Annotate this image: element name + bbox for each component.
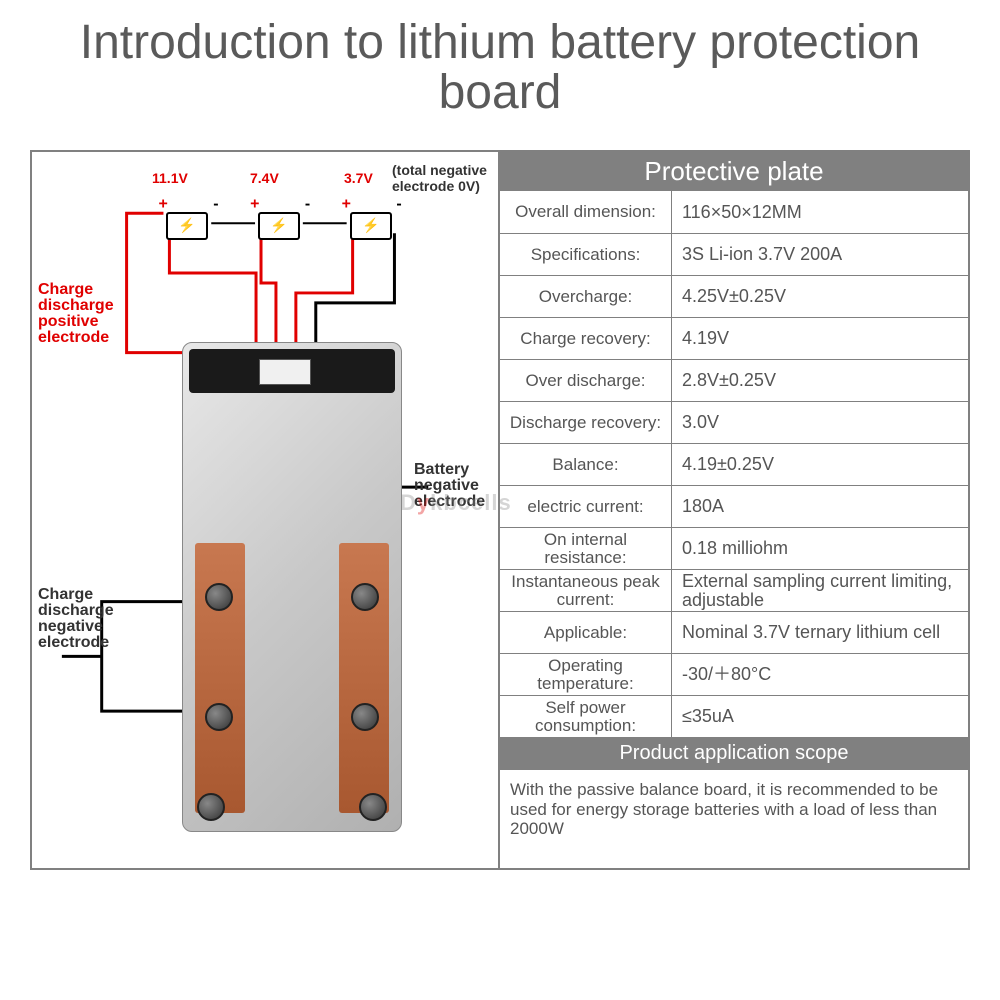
spec-row: Over discharge:2.8V±0.25V [500, 359, 968, 401]
spec-label: Over discharge: [500, 360, 672, 401]
spec-value: 180A [672, 486, 968, 527]
spec-label: Overcharge: [500, 276, 672, 317]
svg-text:-: - [305, 195, 310, 212]
callout-charge-positive: Charge discharge positive electrode [38, 282, 128, 346]
spec-row: Self power consumption:≤35uA [500, 695, 968, 737]
spec-value: 3.0V [672, 402, 968, 443]
spec-row: On internal resistance:0.18 milliohm [500, 527, 968, 569]
spec-row: Operating temperature:-30/＋80°C [500, 653, 968, 695]
spec-value: 116×50×12MM [672, 191, 968, 233]
svg-text:+: + [342, 195, 351, 212]
spec-label: Specifications: [500, 234, 672, 275]
v-label-1: 11.1V [152, 170, 188, 186]
spec-label: On internal resistance: [500, 528, 672, 569]
total-neg-label: (total negative electrode 0V) [392, 162, 500, 194]
spec-row: Overcharge:4.25V±0.25V [500, 275, 968, 317]
protection-board [182, 342, 402, 832]
callout-charge-negative: Charge discharge negative electrode [38, 587, 128, 651]
spec-row: Overall dimension:116×50×12MM [500, 191, 968, 233]
scope-body: With the passive balance board, it is re… [500, 769, 968, 868]
svg-text:-: - [396, 195, 401, 212]
spec-row: Instantaneous peak current:External samp… [500, 569, 968, 611]
cell-1-icon [166, 212, 208, 240]
screw-icon [359, 793, 387, 821]
spec-value: Nominal 3.7V ternary lithium cell [672, 612, 968, 653]
spec-label: Discharge recovery: [500, 402, 672, 443]
spec-table: Protective plate Overall dimension:116×5… [500, 152, 968, 868]
spec-label: Charge recovery: [500, 318, 672, 359]
spec-row: Applicable:Nominal 3.7V ternary lithium … [500, 611, 968, 653]
spec-value: External sampling current limiting, adju… [672, 570, 968, 611]
screw-icon [197, 793, 225, 821]
spec-label: Balance: [500, 444, 672, 485]
spec-value: 4.19V [672, 318, 968, 359]
v-label-3: 3.7V [344, 170, 373, 186]
svg-text:-: - [213, 195, 218, 212]
spec-row: electric current:180A [500, 485, 968, 527]
v-label-2: 7.4V [250, 170, 279, 186]
spec-rows: Overall dimension:116×50×12MMSpecificati… [500, 191, 968, 737]
svg-text:+: + [250, 195, 259, 212]
spec-value: ≤35uA [672, 696, 968, 737]
page-title: Introduction to lithium battery protecti… [0, 0, 1000, 129]
spec-label: Instantaneous peak current: [500, 570, 672, 611]
spec-row: Specifications:3S Li-ion 3.7V 200A [500, 233, 968, 275]
screw-icon [351, 703, 379, 731]
table-header: Protective plate [500, 152, 968, 191]
spec-row: Charge recovery:4.19V [500, 317, 968, 359]
spec-value: 2.8V±0.25V [672, 360, 968, 401]
spec-row: Discharge recovery:3.0V [500, 401, 968, 443]
spec-label: electric current: [500, 486, 672, 527]
spec-label: Applicable: [500, 612, 672, 653]
spec-value: 0.18 milliohm [672, 528, 968, 569]
scope-header: Product application scope [500, 737, 968, 769]
screw-icon [205, 583, 233, 611]
spec-label: Self power consumption: [500, 696, 672, 737]
cell-3-icon [350, 212, 392, 240]
spec-value: 4.25V±0.25V [672, 276, 968, 317]
svg-text:+: + [158, 195, 167, 212]
spec-label: Operating temperature: [500, 654, 672, 695]
spec-row: Balance:4.19±0.25V [500, 443, 968, 485]
board-connector-strip [189, 349, 395, 393]
spec-label: Overall dimension: [500, 191, 672, 233]
watermark: Dykbcells [400, 490, 512, 516]
spec-value: 3S Li-ion 3.7V 200A [672, 234, 968, 275]
spec-value: 4.19±0.25V [672, 444, 968, 485]
spec-value: -30/＋80°C [672, 654, 968, 695]
cell-2-icon [258, 212, 300, 240]
screw-icon [351, 583, 379, 611]
screw-icon [205, 703, 233, 731]
